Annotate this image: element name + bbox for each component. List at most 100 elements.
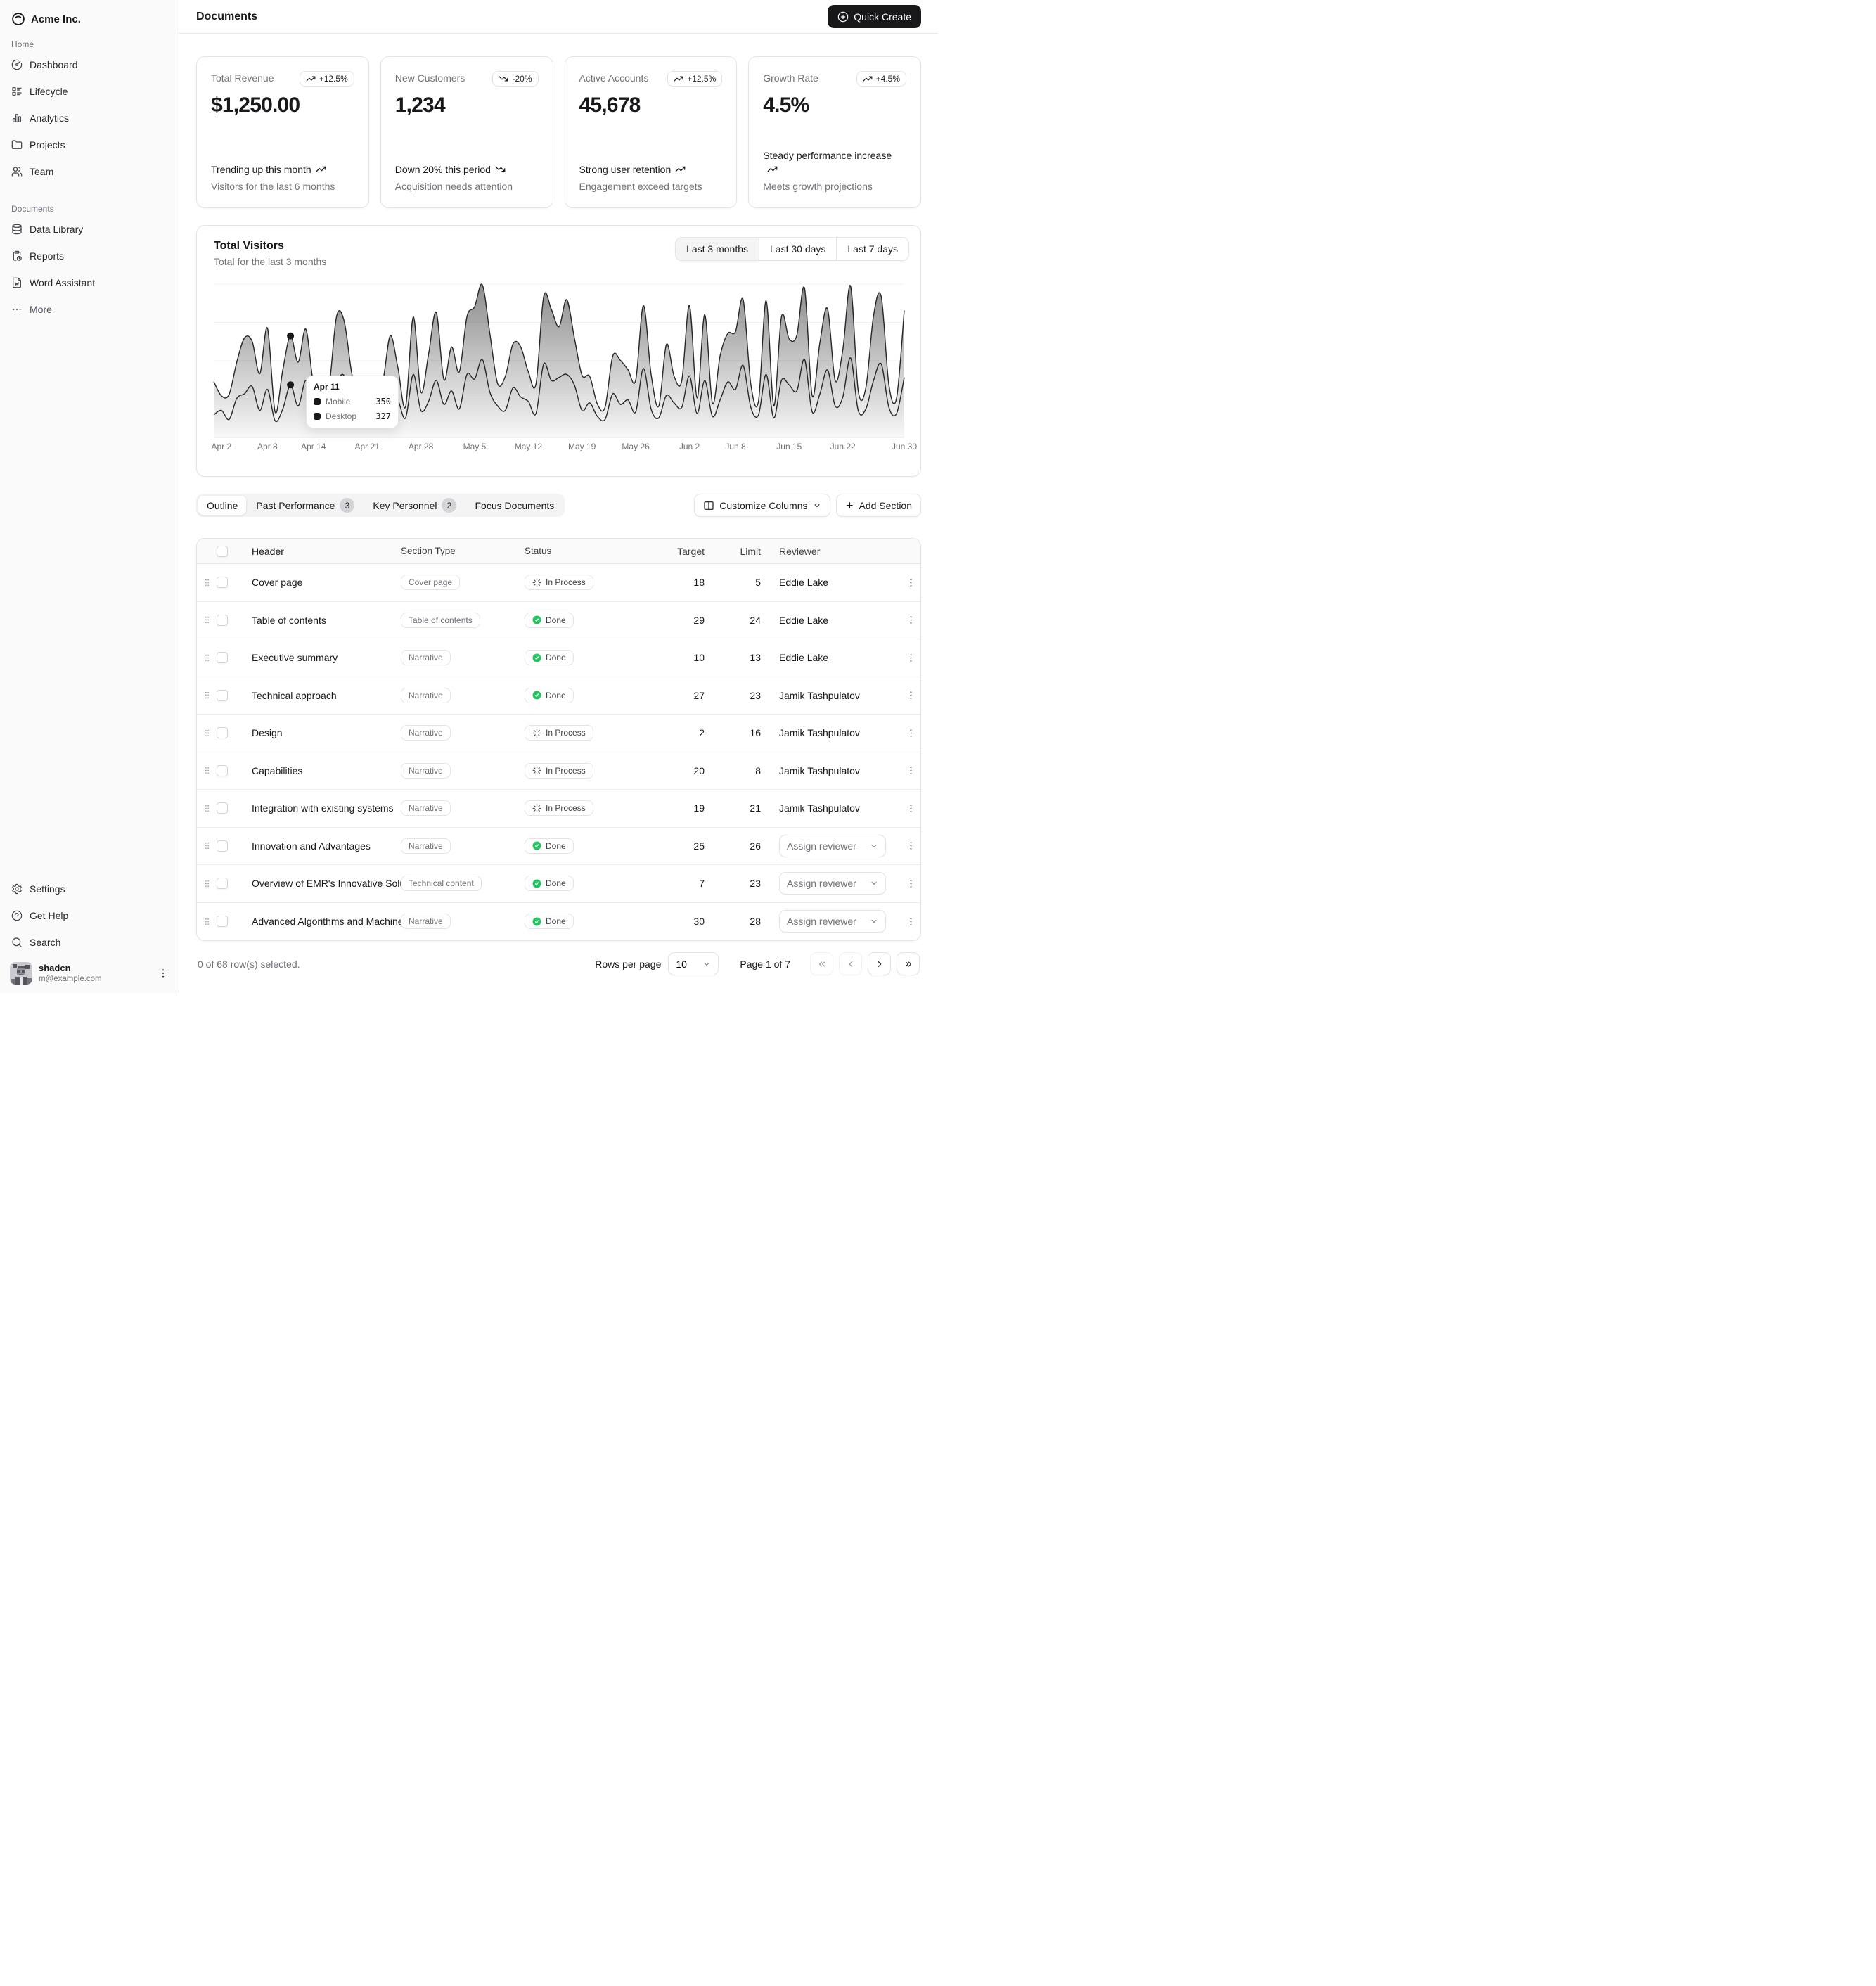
reviewer-name: Jamik Tashpulatov bbox=[779, 689, 860, 701]
select-all-checkbox[interactable] bbox=[217, 545, 228, 557]
sidebar-item-dashboard[interactable]: Dashboard bbox=[6, 53, 173, 76]
limit-value[interactable]: 8 bbox=[755, 764, 761, 776]
sidebar-item-settings[interactable]: Settings bbox=[6, 878, 173, 900]
row-header-label[interactable]: Innovation and Advantages bbox=[252, 840, 371, 852]
sidebar-item-more[interactable]: More bbox=[6, 298, 173, 321]
target-value[interactable]: 2 bbox=[699, 727, 705, 739]
last-page-button[interactable] bbox=[897, 952, 920, 975]
row-checkbox[interactable] bbox=[217, 916, 228, 928]
trending-up-icon bbox=[863, 76, 873, 82]
first-page-button[interactable] bbox=[810, 952, 833, 975]
sidebar-item-word-assistant[interactable]: Word Assistant bbox=[6, 271, 173, 294]
row-checkbox[interactable] bbox=[217, 764, 228, 776]
row-header-label[interactable]: Technical approach bbox=[252, 689, 337, 701]
row-checkbox[interactable] bbox=[217, 614, 228, 626]
range-last-7-days[interactable]: Last 7 days bbox=[836, 238, 908, 260]
brand[interactable]: Acme Inc. bbox=[6, 6, 173, 32]
sidebar-item-analytics[interactable]: Analytics bbox=[6, 107, 173, 129]
drag-handle[interactable] bbox=[197, 691, 217, 700]
row-menu-button[interactable] bbox=[900, 690, 920, 700]
target-value[interactable]: 10 bbox=[693, 652, 705, 664]
row-header-label[interactable]: Capabilities bbox=[252, 764, 303, 776]
tab-past-performance[interactable]: Past Performance 3 bbox=[248, 496, 363, 515]
row-header-label[interactable]: Integration with existing systems bbox=[252, 802, 394, 814]
user-menu[interactable]: shadcn m@example.com bbox=[6, 958, 173, 986]
sidebar-item-lifecycle[interactable]: Lifecycle bbox=[6, 80, 173, 103]
row-header-label[interactable]: Cover page bbox=[252, 577, 303, 589]
tab-focus-documents[interactable]: Focus Documents bbox=[466, 496, 563, 515]
drag-handle[interactable] bbox=[197, 615, 217, 624]
target-value[interactable]: 30 bbox=[693, 916, 705, 928]
row-checkbox[interactable] bbox=[217, 727, 228, 739]
limit-value[interactable]: 26 bbox=[750, 840, 761, 852]
sidebar-item-data-library[interactable]: Data Library bbox=[6, 218, 173, 241]
sidebar-item-team[interactable]: Team bbox=[6, 160, 173, 183]
rows-per-page-select[interactable]: 10 bbox=[668, 952, 719, 975]
limit-value[interactable]: 5 bbox=[755, 577, 761, 589]
row-checkbox[interactable] bbox=[217, 577, 228, 589]
user-kebab-button[interactable] bbox=[158, 968, 169, 979]
limit-value[interactable]: 23 bbox=[750, 689, 761, 701]
target-value[interactable]: 7 bbox=[699, 878, 705, 890]
tab-key-personnel[interactable]: Key Personnel 2 bbox=[364, 496, 465, 515]
row-menu-button[interactable] bbox=[900, 840, 920, 851]
row-menu-button[interactable] bbox=[900, 803, 920, 814]
drag-handle[interactable] bbox=[197, 804, 217, 813]
row-menu-button[interactable] bbox=[900, 728, 920, 738]
ellipsis-vertical-icon bbox=[162, 969, 164, 978]
sidebar-item-search[interactable]: Search bbox=[6, 931, 173, 954]
row-header-label[interactable]: Executive summary bbox=[252, 652, 338, 664]
row-header-label[interactable]: Table of contents bbox=[252, 614, 326, 626]
limit-value[interactable]: 13 bbox=[750, 652, 761, 664]
drag-handle[interactable] bbox=[197, 578, 217, 587]
limit-value[interactable]: 16 bbox=[750, 727, 761, 739]
row-checkbox[interactable] bbox=[217, 878, 228, 890]
limit-value[interactable]: 24 bbox=[750, 614, 761, 626]
target-value[interactable]: 20 bbox=[693, 764, 705, 776]
row-checkbox[interactable] bbox=[217, 802, 228, 814]
row-menu-button[interactable] bbox=[900, 765, 920, 776]
sidebar-item-reports[interactable]: Reports bbox=[6, 245, 173, 267]
sidebar-item-get-help[interactable]: Get Help bbox=[6, 904, 173, 927]
drag-handle[interactable] bbox=[197, 917, 217, 926]
sidebar-item-projects[interactable]: Projects bbox=[6, 134, 173, 156]
row-menu-button[interactable] bbox=[900, 916, 920, 927]
drag-handle[interactable] bbox=[197, 729, 217, 738]
assign-reviewer-select[interactable]: Assign reviewer bbox=[779, 910, 886, 933]
row-checkbox[interactable] bbox=[217, 840, 228, 852]
previous-page-button[interactable] bbox=[839, 952, 862, 975]
assign-reviewer-select[interactable]: Assign reviewer bbox=[779, 872, 886, 895]
quick-create-button[interactable]: Quick Create bbox=[828, 5, 921, 28]
customize-columns-button[interactable]: Customize Columns bbox=[694, 494, 830, 517]
area-chart[interactable]: Apr 2 Apr 8 Apr 14 Apr 21 Apr 28 May 5 May 12 M… bbox=[212, 278, 917, 459]
mobile-series-swatch bbox=[314, 398, 321, 405]
target-value[interactable]: 18 bbox=[693, 577, 705, 589]
row-header-label[interactable]: Overview of EMR's Innovative Solutions bbox=[252, 878, 401, 890]
target-value[interactable]: 27 bbox=[693, 689, 705, 701]
target-value[interactable]: 25 bbox=[693, 840, 705, 852]
row-checkbox[interactable] bbox=[217, 689, 228, 701]
limit-value[interactable]: 23 bbox=[750, 878, 761, 890]
row-menu-button[interactable] bbox=[900, 878, 920, 889]
row-header-label[interactable]: Design bbox=[252, 727, 283, 739]
tab-outline[interactable]: Outline bbox=[198, 496, 247, 515]
row-menu-button[interactable] bbox=[900, 615, 920, 625]
row-menu-button[interactable] bbox=[900, 653, 920, 663]
row-checkbox[interactable] bbox=[217, 652, 228, 664]
assign-reviewer-select[interactable]: Assign reviewer bbox=[779, 834, 886, 857]
range-last-30-days[interactable]: Last 30 days bbox=[759, 238, 837, 260]
add-section-button[interactable]: Add Section bbox=[835, 494, 921, 517]
limit-value[interactable]: 28 bbox=[750, 916, 761, 928]
next-page-button[interactable] bbox=[868, 952, 891, 975]
range-last-3-months[interactable]: Last 3 months bbox=[676, 238, 759, 260]
drag-handle[interactable] bbox=[197, 841, 217, 850]
row-menu-button[interactable] bbox=[900, 577, 920, 588]
drag-handle[interactable] bbox=[197, 879, 217, 888]
target-value[interactable]: 29 bbox=[693, 614, 705, 626]
limit-value[interactable]: 21 bbox=[750, 802, 761, 814]
row-header-label[interactable]: Advanced Algorithms and Machine Learning bbox=[252, 916, 401, 928]
drag-handle[interactable] bbox=[197, 653, 217, 662]
sidebar-item-label: Projects bbox=[30, 139, 65, 150]
drag-handle[interactable] bbox=[197, 766, 217, 775]
target-value[interactable]: 19 bbox=[693, 802, 705, 814]
